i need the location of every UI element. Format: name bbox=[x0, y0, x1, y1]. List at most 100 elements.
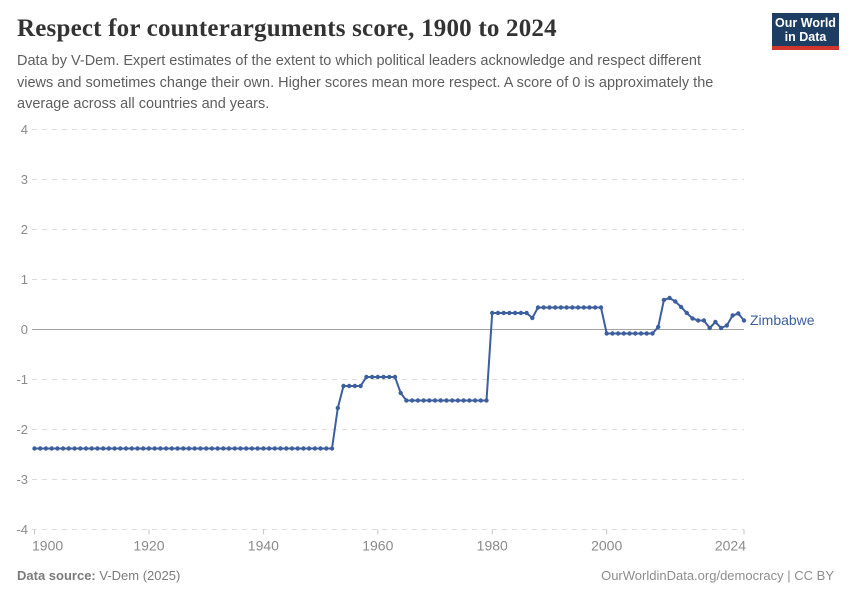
owid-url-link[interactable]: OurWorldinData.org/democracy bbox=[601, 568, 784, 583]
data-point bbox=[232, 446, 237, 451]
data-point bbox=[83, 446, 89, 451]
data-point bbox=[369, 374, 375, 380]
data-point bbox=[238, 446, 243, 451]
owid-logo[interactable]: Our World in Data bbox=[772, 13, 839, 50]
data-point bbox=[135, 446, 140, 451]
attribution: OurWorldinData.org/democracy | CC BY bbox=[601, 568, 834, 583]
y-axis-tick-label: -3 bbox=[16, 472, 28, 487]
data-point bbox=[324, 446, 329, 451]
data-point bbox=[364, 374, 369, 380]
data-point bbox=[244, 446, 249, 451]
data-point bbox=[501, 310, 506, 316]
data-point bbox=[198, 446, 203, 451]
data-point bbox=[730, 313, 735, 318]
data-point bbox=[141, 446, 146, 451]
data-point bbox=[284, 446, 289, 451]
data-point bbox=[610, 331, 615, 336]
data-point bbox=[38, 446, 43, 451]
data-point bbox=[49, 446, 54, 451]
data-source-label: Data source: bbox=[17, 568, 96, 583]
data-point bbox=[204, 446, 209, 451]
data-point bbox=[295, 446, 300, 451]
y-axis-tick-label: -4 bbox=[16, 522, 28, 537]
subtitle-line: Data by V-Dem. Expert estimates of the e… bbox=[17, 53, 702, 69]
data-point bbox=[427, 398, 432, 403]
data-point bbox=[66, 446, 72, 451]
data-point bbox=[598, 305, 604, 310]
data-point bbox=[564, 305, 569, 310]
data-point bbox=[312, 446, 318, 451]
data-point bbox=[690, 316, 695, 321]
data-point bbox=[226, 446, 232, 451]
data-point bbox=[541, 305, 546, 310]
data-point bbox=[696, 318, 701, 323]
data-point bbox=[678, 304, 684, 310]
data-point bbox=[255, 446, 260, 451]
data-point bbox=[392, 374, 398, 380]
data-point bbox=[524, 310, 529, 316]
data-point bbox=[724, 323, 729, 328]
subtitle-line: views and sometimes change their own. Hi… bbox=[17, 74, 714, 91]
license-link[interactable]: CC BY bbox=[794, 568, 834, 583]
subtitle-line: average across all countries and years. bbox=[17, 96, 270, 112]
data-point bbox=[375, 374, 380, 380]
data-point bbox=[490, 310, 495, 316]
data-point bbox=[347, 383, 352, 389]
data-point bbox=[644, 331, 649, 336]
page-title: Respect for counterarguments score, 1900… bbox=[17, 15, 557, 42]
data-point bbox=[415, 398, 421, 403]
data-point bbox=[553, 305, 558, 310]
data-point bbox=[432, 398, 438, 403]
data-point bbox=[421, 398, 426, 403]
data-point bbox=[158, 446, 163, 451]
data-point bbox=[186, 446, 192, 451]
x-axis-tick-label: 2024 bbox=[715, 538, 746, 554]
y-axis-tick-label: 0 bbox=[21, 322, 28, 337]
data-point bbox=[684, 310, 689, 316]
data-point bbox=[455, 398, 461, 403]
data-point bbox=[621, 331, 626, 336]
x-axis-tick-label: 1920 bbox=[133, 538, 164, 554]
data-point bbox=[129, 446, 134, 451]
data-point bbox=[175, 446, 180, 451]
data-point bbox=[306, 446, 312, 451]
data-point bbox=[78, 446, 83, 451]
data-point bbox=[661, 297, 667, 303]
data-point bbox=[450, 398, 455, 403]
data-point bbox=[570, 305, 575, 310]
y-axis-tick-label: -2 bbox=[16, 422, 28, 437]
data-point bbox=[163, 446, 169, 451]
data-point bbox=[467, 398, 472, 403]
data-point bbox=[593, 305, 598, 310]
data-point bbox=[707, 325, 712, 331]
line-series-zimbabwe[interactable] bbox=[32, 295, 747, 451]
data-point bbox=[581, 305, 586, 310]
data-point bbox=[89, 446, 94, 451]
chart-area: 4 3 2 1 0 -1 -2 -3 -4 1900 1920 1940 1960 1980 2000 202… bbox=[0, 112, 850, 572]
data-point bbox=[741, 318, 747, 323]
data-point bbox=[72, 446, 77, 451]
data-point bbox=[518, 310, 524, 316]
data-point bbox=[146, 446, 152, 451]
data-point bbox=[181, 446, 186, 451]
data-point bbox=[736, 311, 741, 316]
data-point bbox=[535, 305, 541, 310]
data-point bbox=[278, 446, 283, 451]
data-point bbox=[289, 446, 295, 451]
attribution-separator: | bbox=[783, 568, 795, 583]
data-point bbox=[530, 315, 535, 321]
data-point bbox=[701, 318, 707, 323]
x-axis-tick-label: 1940 bbox=[248, 538, 279, 554]
chart-subtitle: Data by V-Dem. Expert estimates of the e… bbox=[17, 51, 747, 116]
y-axis-tick-label: 3 bbox=[21, 172, 28, 187]
data-point bbox=[507, 310, 512, 316]
entity-label[interactable]: Zimbabwe bbox=[750, 312, 815, 328]
data-point bbox=[169, 446, 174, 451]
y-axis-tick-label: 4 bbox=[21, 122, 28, 137]
data-point bbox=[638, 331, 644, 336]
data-point bbox=[318, 446, 323, 451]
data-point bbox=[404, 398, 409, 403]
data-point bbox=[587, 305, 592, 310]
y-axis-tick-label: 2 bbox=[21, 222, 28, 237]
data-point bbox=[112, 446, 117, 451]
